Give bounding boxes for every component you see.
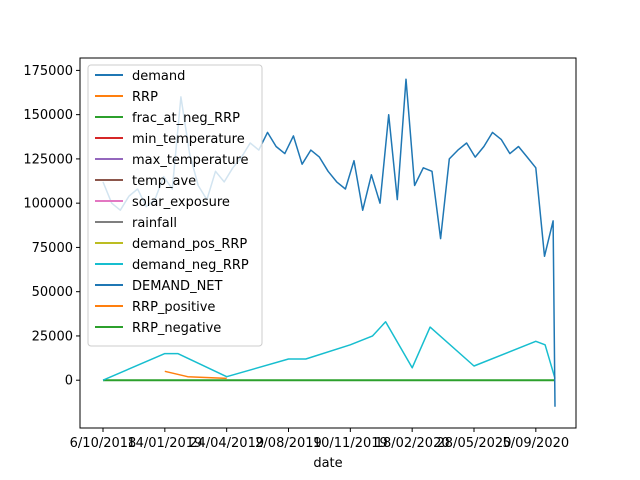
y-tick-label: 75000 bbox=[32, 241, 73, 256]
legend-entry: min_temperature bbox=[132, 132, 245, 147]
legend-entry: solar_exposure bbox=[132, 195, 230, 210]
series-line-demand_neg_RRP bbox=[102, 321, 556, 381]
legend-entry: temp_ave bbox=[132, 174, 196, 189]
y-tick-label: 100000 bbox=[23, 197, 73, 212]
x-tick-label: 2/08/2019 bbox=[255, 436, 322, 451]
legend-box bbox=[87, 64, 263, 347]
y-tick-label: 50000 bbox=[32, 285, 73, 300]
y-axis: 0 25000 50000 75000 100000 125000 150000 175000 bbox=[23, 64, 80, 389]
legend-entry: demand_pos_RRP bbox=[132, 237, 247, 252]
y-tick-label: 175000 bbox=[23, 64, 73, 79]
legend-entry: RRP_negative bbox=[132, 321, 221, 336]
x-tick-label: 18/02/2020 bbox=[375, 436, 450, 451]
y-tick-label: 0 bbox=[65, 374, 73, 389]
legend-entry: demand_neg_RRP bbox=[132, 258, 249, 273]
x-axis-label: date bbox=[313, 456, 342, 471]
x-axis: 6/10/201814/01/201924/04/20192/08/201910… bbox=[70, 428, 569, 451]
legend-entry: frac_at_neg_RRP bbox=[132, 111, 240, 126]
x-tick-label: 10/11/2019 bbox=[313, 436, 388, 451]
y-tick-label: 125000 bbox=[23, 152, 73, 167]
y-tick-label: 150000 bbox=[23, 108, 73, 123]
legend-entry: rainfall bbox=[132, 216, 177, 231]
legend: demand RRP frac_at_neg_RRP min_temperaturem… bbox=[87, 64, 263, 347]
plot-frame bbox=[79, 57, 577, 429]
legend-entry: demand bbox=[132, 69, 185, 84]
x-tick-label: 6/10/2018 bbox=[70, 436, 137, 451]
series-line-RRP bbox=[164, 370, 227, 380]
x-tick-label: 28/05/2020 bbox=[437, 436, 512, 451]
y-tick-label: 25000 bbox=[32, 329, 73, 344]
x-tick-label: 5/09/2020 bbox=[502, 436, 569, 451]
legend-entry: DEMAND_NET bbox=[132, 279, 223, 294]
legend-entry: RRP bbox=[132, 90, 158, 105]
x-tick-label: 14/01/2019 bbox=[127, 436, 202, 451]
legend-entry: RRP_positive bbox=[132, 300, 215, 315]
x-tick-label: 24/04/2019 bbox=[189, 436, 264, 451]
legend-entry: max_temperature bbox=[132, 153, 249, 168]
